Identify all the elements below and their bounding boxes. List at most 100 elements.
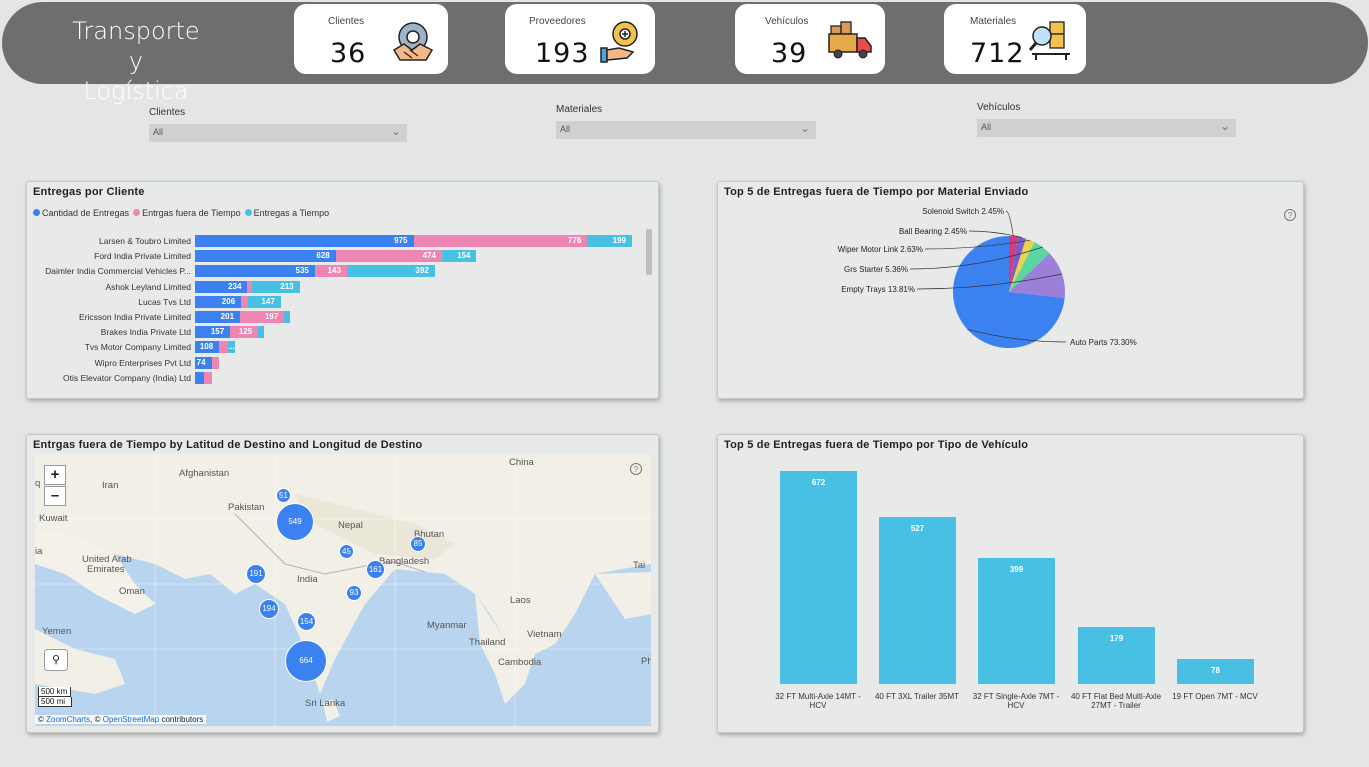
bar-segment[interactable]: 234: [195, 280, 248, 293]
map-bubble[interactable]: 161: [366, 560, 385, 579]
page-title: Transporte y Logística: [66, 16, 206, 106]
country-label: Vietnam: [527, 629, 562, 640]
bar-row[interactable]: Ford India Private Limited 628 474 154: [27, 250, 647, 263]
kpi-label: Clientes: [328, 16, 365, 27]
column-bar[interactable]: 78: [1177, 659, 1254, 684]
bar-segment[interactable]: 392: [346, 265, 435, 278]
column-bar[interactable]: 527: [879, 516, 956, 684]
map-bubble[interactable]: 191: [246, 564, 266, 584]
bar-segment[interactable]: [241, 295, 248, 308]
bar-segment[interactable]: 199: [587, 235, 632, 247]
slicer-dropdown-vehiculos[interactable]: All ⌄: [977, 119, 1236, 137]
help-icon[interactable]: ?: [1283, 208, 1297, 222]
bar-segment[interactable]: 776: [413, 235, 588, 247]
country-label: Oman: [119, 586, 145, 597]
bar-segment[interactable]: 201: [195, 311, 241, 323]
zoom-out-button[interactable]: –: [44, 486, 66, 506]
leader-line: [1005, 210, 1014, 237]
bar-segment[interactable]: [284, 311, 291, 323]
bar-segment[interactable]: [203, 371, 212, 384]
country-label: Myanmar: [427, 620, 467, 631]
lasso-select-icon[interactable]: ⚲: [44, 649, 68, 671]
country-label: Tai: [633, 560, 646, 571]
bar-segment[interactable]: 213: [251, 280, 300, 293]
bar-row[interactable]: Daimler India Commercial Vehicles P... 53…: [27, 265, 647, 278]
map-bubble[interactable]: 154: [297, 612, 316, 631]
pie-slice[interactable]: [953, 236, 1065, 348]
bar-segment[interactable]: 143: [314, 265, 347, 278]
zoomcharts-link[interactable]: ZoomCharts: [46, 715, 91, 724]
map-bubble[interactable]: 93: [346, 585, 362, 601]
slicer-value: All: [560, 124, 571, 134]
bar-segment[interactable]: [211, 356, 220, 369]
legend-dot: [244, 209, 252, 216]
country-label: United Arab: [82, 554, 132, 565]
bar-row[interactable]: Wipro Enterprises Pvt Ltd 74: [27, 356, 647, 369]
column-bar[interactable]: 399: [978, 557, 1055, 684]
legend-item[interactable]: Entregas a Tiempo: [244, 208, 330, 218]
bar-segment[interactable]: 74: [195, 356, 212, 369]
column-bar[interactable]: 672: [780, 471, 857, 684]
bar-segment[interactable]: [219, 341, 229, 354]
map-bubble[interactable]: 194: [259, 599, 279, 619]
legend-item[interactable]: Entrgas fuera de Tiempo: [133, 208, 241, 218]
bar-segment[interactable]: 154: [441, 250, 477, 263]
bar-segment[interactable]: 206: [195, 295, 242, 308]
bar-segment[interactable]: 147: [247, 295, 281, 308]
map-bubble[interactable]: 45: [339, 544, 354, 559]
category-label: 19 FT Open 7MT - MCV: [1172, 692, 1258, 701]
bar-segment[interactable]: 108: [195, 341, 220, 354]
map-bubble[interactable]: 85: [410, 536, 426, 552]
bar-segment[interactable]: 157: [195, 326, 231, 339]
map-view[interactable]: Afghanistan Iran Pakistan Kuwait Nepal B…: [35, 454, 651, 726]
bar-row[interactable]: Tvs Motor Company Limited 108...: [27, 341, 647, 354]
pie-slice[interactable]: [1009, 236, 1018, 292]
attribution-text: contributors: [161, 715, 204, 724]
openstreetmap-link[interactable]: OpenStreetMap: [102, 715, 160, 724]
header-banner: Transporte y Logística: [2, 2, 1368, 105]
bar-segment[interactable]: [247, 280, 254, 293]
slicer-dropdown-materiales[interactable]: All ⌄: [556, 121, 816, 139]
pie-slice[interactable]: [1009, 236, 1026, 292]
map-bubble[interactable]: 549: [276, 503, 314, 541]
bar-row[interactable]: Brakes India Private Ltd 157 125: [27, 326, 647, 339]
bar-segment[interactable]: [258, 326, 265, 339]
bar-segment[interactable]: 474: [335, 250, 442, 263]
kpi-label: Vehículos: [765, 16, 809, 27]
legend-item[interactable]: Cantidad de Entregas: [33, 208, 129, 218]
attribution-text: ©: [38, 715, 44, 724]
bar-row[interactable]: Lucas Tvs Ltd 206 147: [27, 295, 647, 308]
bar-segment[interactable]: 535: [195, 265, 315, 278]
pie-slice[interactable]: [1009, 242, 1050, 292]
bar-segment[interactable]: 197: [240, 311, 285, 323]
help-icon[interactable]: ?: [629, 462, 643, 476]
slicer-label: Vehículos: [977, 102, 1021, 113]
pie-slice[interactable]: [1009, 253, 1065, 298]
slicer-clientes: Clientes All ⌄: [149, 107, 407, 142]
category-label: Wipro Enterprises Pvt Ltd: [94, 357, 191, 368]
leader-line: [909, 246, 1043, 270]
country-label: Iran: [102, 480, 119, 491]
map-bubble[interactable]: 51: [276, 488, 291, 503]
category-label: 32 FT Multi-Axle 14MT - HCV: [775, 692, 861, 710]
bar-segment[interactable]: 628: [195, 250, 336, 263]
bar-segment[interactable]: 975: [195, 235, 414, 247]
column-bar[interactable]: 179: [1078, 627, 1155, 684]
bar-row[interactable]: Ericsson India Private Limited 201 197: [27, 311, 647, 323]
bar-row[interactable]: Otis Elevator Company (India) Ltd: [27, 371, 647, 384]
bar-row[interactable]: Ashok Leyland Limited 234 213: [27, 280, 647, 293]
country-label: Afghanistan: [179, 468, 230, 479]
pie-label: Ball Bearing 2.45%: [899, 227, 967, 236]
kpi-value: 712: [970, 38, 1025, 69]
kpi-value: 193: [535, 38, 590, 69]
map-bubble[interactable]: 664: [285, 640, 327, 682]
scrollbar[interactable]: [646, 229, 652, 275]
legend-label: Entregas a Tiempo: [253, 208, 330, 218]
bar-segment[interactable]: ...: [228, 341, 235, 354]
slicer-dropdown-clientes[interactable]: All ⌄: [149, 124, 407, 142]
bar-row[interactable]: Larsen & Toubro Limited 975 776 199: [27, 235, 647, 247]
zoom-in-button[interactable]: +: [44, 465, 66, 485]
bar-segment[interactable]: 125: [230, 326, 259, 339]
bar-segment[interactable]: [195, 371, 204, 384]
attribution-text: , ©: [90, 715, 101, 724]
